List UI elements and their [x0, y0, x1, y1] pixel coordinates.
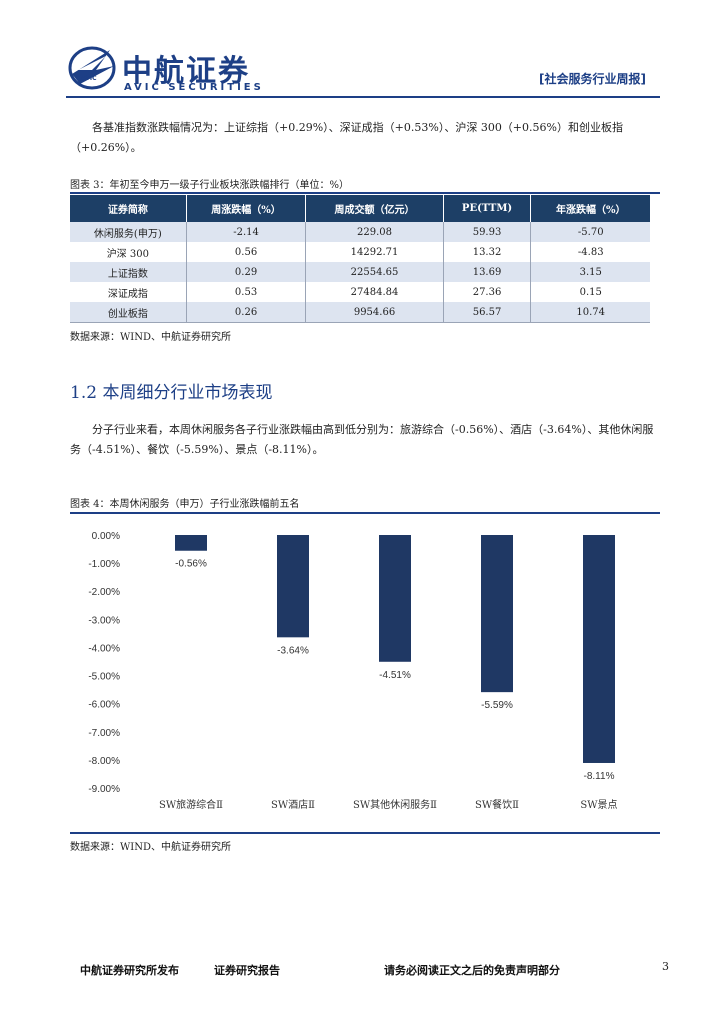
data-label: -0.56% [175, 559, 207, 570]
avic-logo-icon: AVIC [68, 46, 116, 90]
table-cell: 13.32 [443, 242, 532, 262]
y-axis: 0.00% -1.00% -2.00% -3.00% -4.00% -5.00% -6.00… [88, 531, 120, 795]
y-tick-label: -6.00% [88, 700, 120, 711]
data-label: -8.11% [584, 771, 615, 782]
footer-disclaimer: 请务必阅读正文之后的免责声明部分 [384, 964, 560, 977]
table-row: 沪深 300 0.56 14292.71 13.32 -4.83 [70, 242, 650, 262]
logo-text: AVIC [81, 75, 97, 82]
table-cell: 56.57 [443, 302, 532, 323]
y-tick-label: -5.00% [88, 672, 120, 683]
y-tick-label: -4.00% [88, 643, 120, 654]
bar [379, 535, 411, 662]
y-tick-label: 0.00% [92, 531, 120, 542]
table-cell: 深证成指 [70, 282, 187, 302]
column-header: 周涨跌幅（%） [186, 195, 307, 222]
figure4-bottom-rule [70, 832, 660, 834]
bar [481, 535, 513, 693]
y-tick-label: -8.00% [88, 756, 120, 767]
section-paragraph: 分子行业来看，本周休闲服务各子行业涨跌幅由高到低分别为：旅游综合（-0.56%）… [70, 420, 660, 460]
table-cell: 休闲服务(申万) [70, 222, 187, 242]
table-cell: 0.53 [186, 282, 307, 302]
table-cell: 13.69 [443, 262, 532, 282]
table-cell: 上证指数 [70, 262, 187, 282]
y-tick-label: -7.00% [88, 728, 120, 739]
header-divider [66, 96, 660, 98]
table-cell: 27484.84 [305, 282, 444, 302]
data-label: -5.59% [481, 700, 513, 711]
x-tick-label: SW酒店Ⅱ [271, 798, 315, 811]
table-cell: 22554.65 [305, 262, 444, 282]
bar-series: -0.56% -3.64% -4.51% -5.59% -8.11% [175, 535, 615, 782]
bar [175, 535, 207, 551]
x-tick-label: SW餐饮Ⅱ [475, 798, 519, 811]
column-header: 年涨跌幅（%） [530, 195, 650, 222]
table-cell: 229.08 [305, 222, 444, 242]
data-label: -3.64% [277, 645, 309, 656]
column-header: 周成交额（亿元） [305, 195, 444, 222]
table-cell: 沪深 300 [70, 242, 187, 262]
x-tick-label: SW旅游综合Ⅱ [159, 798, 223, 811]
section-title: 1.2 本周细分行业市场表现 [70, 383, 273, 403]
brand-name-en: AVIC SECURITIES [124, 82, 264, 93]
brand-name-cn: 中航证券 [122, 54, 250, 89]
x-axis: SW旅游综合Ⅱ SW酒店Ⅱ SW其他休闲服务Ⅱ SW餐饮Ⅱ SW景点 [159, 798, 618, 811]
x-tick-label: SW其他休闲服务Ⅱ [353, 798, 437, 811]
footer-report-type: 证券研究报告 [214, 964, 280, 977]
figure4-source: 数据来源：WIND、中航证券研究所 [70, 842, 231, 853]
y-tick-label: -9.00% [88, 784, 120, 795]
table3-top-rule [70, 192, 660, 194]
data-label: -4.51% [379, 670, 411, 681]
table-cell: 0.29 [186, 262, 307, 282]
page-number: 3 [662, 960, 669, 973]
table-header-row: 证券简称 周涨跌幅（%） 周成交额（亿元） PE(TTM) 年涨跌幅（%） [70, 195, 650, 222]
y-tick-label: -1.00% [88, 559, 120, 570]
table-cell: 3.15 [530, 262, 650, 282]
table-cell: 0.15 [579, 286, 602, 298]
report-type-tag: [社会服务行业周报] [539, 72, 646, 86]
table3-source: 数据来源：WIND、中航证券研究所 [70, 332, 231, 343]
table-cell: -2.14 [186, 222, 307, 242]
table-row: 上证指数 0.29 22554.65 13.69 3.15 [70, 262, 650, 282]
x-tick-label: SW景点 [580, 799, 617, 811]
bar [277, 535, 309, 638]
figure4-title: 图表 4：本周休闲服务（申万）子行业涨跌幅前五名 [70, 499, 300, 510]
subindustry-bar-chart: 0.00% -1.00% -2.00% -3.00% -4.00% -5.00% -6.00… [88, 531, 618, 811]
table3-title: 图表 3：年初至今申万一级子行业板块涨跌幅排行（单位：%） [70, 180, 350, 191]
table-cell: 0.56 [186, 242, 307, 262]
table-cell: 创业板指 [70, 302, 187, 323]
column-header: PE(TTM) [443, 195, 532, 222]
table-cell: 59.93 [443, 222, 532, 242]
table-row: 创业板指 0.26 9954.66 56.57 10.74 [70, 302, 650, 323]
y-tick-label: -3.00% [88, 615, 120, 626]
intro-text: 各基准指数涨跌幅情况为：上证综指（+0.29%）、深证成指（+0.53%）、沪深… [70, 121, 623, 154]
table-cell: 27.36 [443, 282, 532, 302]
table-cell: -5.70 [530, 222, 650, 242]
table-row: 休闲服务(申万) -2.14 229.08 59.93 -5.70 [70, 222, 650, 242]
page-header: AVIC 中航证券 AVIC SECURITIES [社会服务行业周报] [66, 40, 660, 98]
intro-paragraph: 各基准指数涨跌幅情况为：上证综指（+0.29%）、深证成指（+0.53%）、沪深… [70, 118, 660, 158]
table-row: 深证成指 0.53 27484.84 27.36 0.15 [70, 282, 650, 302]
table-cell: 10.74 [530, 302, 650, 323]
table-cell: 9954.66 [305, 302, 444, 323]
y-tick-label: -2.00% [88, 587, 120, 598]
table-cell: 14292.71 [305, 242, 444, 262]
index-performance-table: 证券简称 周涨跌幅（%） 周成交额（亿元） PE(TTM) 年涨跌幅（%） 休闲… [70, 195, 650, 323]
section-text: 分子行业来看，本周休闲服务各子行业涨跌幅由高到低分别为：旅游综合（-0.56%）… [70, 423, 654, 456]
figure4-top-rule [70, 512, 660, 514]
table-cell: 0.26 [186, 302, 307, 323]
table-cell: -4.83 [577, 246, 604, 258]
footer-publisher: 中航证券研究所发布 [80, 964, 179, 977]
bar [583, 535, 615, 763]
column-header: 证券简称 [70, 195, 187, 222]
